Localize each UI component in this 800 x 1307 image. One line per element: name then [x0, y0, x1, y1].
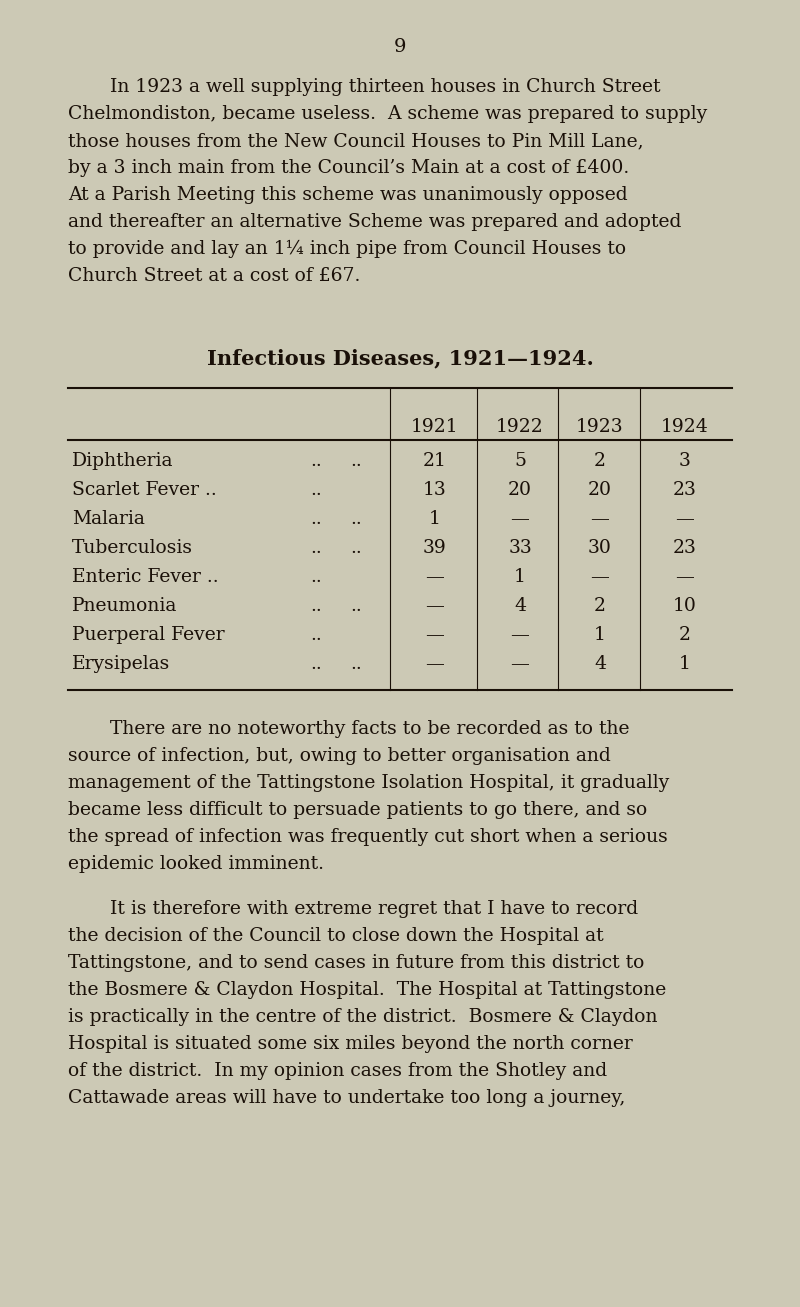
Text: —: —	[675, 510, 694, 528]
Text: ..: ..	[310, 655, 322, 673]
Text: 4: 4	[594, 655, 606, 673]
Text: ..: ..	[350, 510, 362, 528]
Text: —: —	[590, 510, 610, 528]
Text: Diphtheria: Diphtheria	[72, 452, 174, 471]
Text: 1: 1	[514, 569, 526, 586]
Text: Erysipelas: Erysipelas	[72, 655, 170, 673]
Text: —: —	[510, 655, 530, 673]
Text: ..: ..	[310, 481, 322, 499]
Text: 33: 33	[508, 538, 532, 557]
Text: 20: 20	[508, 481, 532, 499]
Text: the decision of the Council to close down the Hospital at: the decision of the Council to close dow…	[68, 927, 604, 945]
Text: —: —	[510, 510, 530, 528]
Text: 9: 9	[394, 38, 406, 56]
Text: 20: 20	[588, 481, 612, 499]
Text: and thereafter an alternative Scheme was prepared and adopted: and thereafter an alternative Scheme was…	[68, 213, 682, 231]
Text: —: —	[426, 569, 445, 586]
Text: —: —	[510, 626, 530, 644]
Text: 2: 2	[679, 626, 691, 644]
Text: those houses from the New Council Houses to Pin Mill Lane,: those houses from the New Council Houses…	[68, 132, 644, 150]
Text: Puerperal Fever: Puerperal Fever	[72, 626, 225, 644]
Text: of the district.  In my opinion cases from the Shotley and: of the district. In my opinion cases fro…	[68, 1063, 607, 1080]
Text: source of infection, but, owing to better organisation and: source of infection, but, owing to bette…	[68, 748, 610, 765]
Text: Church Street at a cost of £67.: Church Street at a cost of £67.	[68, 267, 360, 285]
Text: 4: 4	[514, 597, 526, 616]
Text: There are no noteworthy facts to be recorded as to the: There are no noteworthy facts to be reco…	[110, 720, 630, 738]
Text: 23: 23	[673, 538, 697, 557]
Text: 3: 3	[679, 452, 691, 471]
Text: 5: 5	[514, 452, 526, 471]
Text: —: —	[590, 569, 610, 586]
Text: Pneumonia: Pneumonia	[72, 597, 178, 616]
Text: 23: 23	[673, 481, 697, 499]
Text: ..: ..	[310, 569, 322, 586]
Text: 2: 2	[594, 452, 606, 471]
Text: Scarlet Fever ..: Scarlet Fever ..	[72, 481, 217, 499]
Text: ..: ..	[350, 655, 362, 673]
Text: ..: ..	[350, 538, 362, 557]
Text: ..: ..	[310, 626, 322, 644]
Text: Cattawade areas will have to undertake too long a journey,: Cattawade areas will have to undertake t…	[68, 1089, 626, 1107]
Text: ..: ..	[310, 597, 322, 616]
Text: epidemic looked imminent.: epidemic looked imminent.	[68, 855, 324, 873]
Text: 1921: 1921	[411, 418, 459, 437]
Text: 21: 21	[423, 452, 447, 471]
Text: 39: 39	[423, 538, 447, 557]
Text: —: —	[426, 655, 445, 673]
Text: 2: 2	[594, 597, 606, 616]
Text: the spread of infection was frequently cut short when a serious: the spread of infection was frequently c…	[68, 829, 668, 846]
Text: Infectious Diseases, 1921—1924.: Infectious Diseases, 1921—1924.	[206, 348, 594, 369]
Text: 1: 1	[594, 626, 606, 644]
Text: ..: ..	[350, 452, 362, 471]
Text: —: —	[426, 626, 445, 644]
Text: Enteric Fever ..: Enteric Fever ..	[72, 569, 218, 586]
Text: Tattingstone, and to send cases in future from this district to: Tattingstone, and to send cases in futur…	[68, 954, 644, 972]
Text: At a Parish Meeting this scheme was unanimously opposed: At a Parish Meeting this scheme was unan…	[68, 186, 628, 204]
Text: 1922: 1922	[496, 418, 544, 437]
Text: is practically in the centre of the district.  Bosmere & Claydon: is practically in the centre of the dist…	[68, 1008, 658, 1026]
Text: management of the Tattingstone Isolation Hospital, it gradually: management of the Tattingstone Isolation…	[68, 774, 670, 792]
Text: became less difficult to persuade patients to go there, and so: became less difficult to persuade patien…	[68, 801, 647, 819]
Text: by a 3 inch main from the Council’s Main at a cost of £400.: by a 3 inch main from the Council’s Main…	[68, 159, 630, 176]
Text: It is therefore with extreme regret that I have to record: It is therefore with extreme regret that…	[110, 901, 638, 918]
Text: the Bosmere & Claydon Hospital.  The Hospital at Tattingstone: the Bosmere & Claydon Hospital. The Hosp…	[68, 982, 666, 999]
Text: ..: ..	[350, 597, 362, 616]
Text: ..: ..	[310, 538, 322, 557]
Text: Chelmondiston, became useless.  A scheme was prepared to supply: Chelmondiston, became useless. A scheme …	[68, 105, 707, 123]
Text: —: —	[675, 569, 694, 586]
Text: Malaria: Malaria	[72, 510, 145, 528]
Text: In 1923 a well supplying thirteen houses in Church Street: In 1923 a well supplying thirteen houses…	[110, 78, 661, 95]
Text: 1924: 1924	[661, 418, 709, 437]
Text: —: —	[426, 597, 445, 616]
Text: to provide and lay an 1¼ inch pipe from Council Houses to: to provide and lay an 1¼ inch pipe from …	[68, 240, 626, 257]
Text: Tuberculosis: Tuberculosis	[72, 538, 193, 557]
Text: Hospital is situated some six miles beyond the north corner: Hospital is situated some six miles beyo…	[68, 1035, 633, 1053]
Text: 30: 30	[588, 538, 612, 557]
Text: ..: ..	[310, 452, 322, 471]
Text: 1923: 1923	[576, 418, 624, 437]
Text: 10: 10	[673, 597, 697, 616]
Text: ..: ..	[310, 510, 322, 528]
Text: 13: 13	[423, 481, 447, 499]
Text: 1: 1	[679, 655, 691, 673]
Text: 1: 1	[429, 510, 441, 528]
